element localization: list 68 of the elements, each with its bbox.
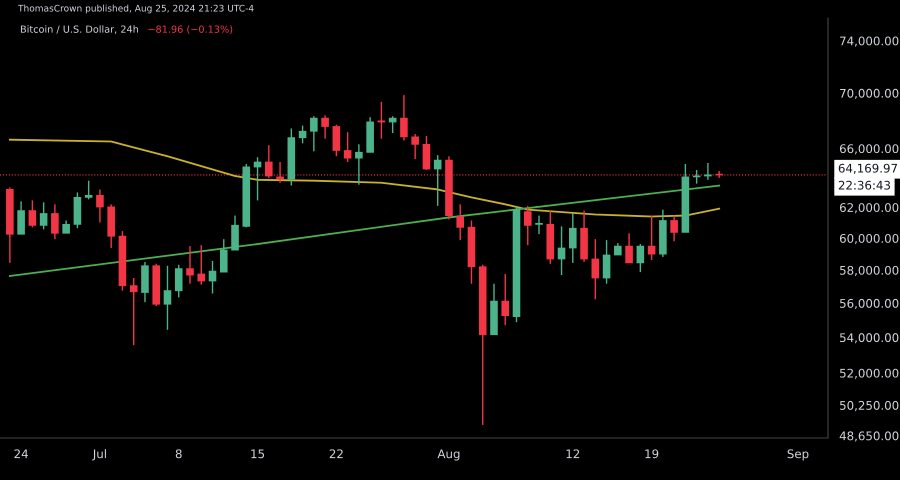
candlestick [456, 204, 464, 241]
candlestick [592, 238, 600, 300]
y-tick-label: 56,000.00 [840, 298, 898, 310]
x-tick-label: Aug [438, 449, 460, 461]
candlestick [524, 205, 532, 246]
y-tick-label: 58,000.00 [840, 266, 898, 276]
x-tick-label: 22 [330, 449, 343, 458]
text: ThomasCrown published, Aug 25, 2024 21:23 UTC-4 [18, 4, 254, 14]
candlestick [602, 239, 610, 284]
candlestick [434, 154, 442, 207]
candlestick [208, 260, 216, 294]
candlestick [692, 169, 700, 184]
candlestick [174, 264, 183, 298]
y-tick-label: 48,650.00 [840, 431, 898, 442]
candlestick [411, 133, 419, 160]
text: Bitcoin / U.S. Dollar, 24h [20, 25, 138, 34]
x-tick-label: Sep [788, 449, 808, 461]
candlestick [197, 244, 206, 286]
ref-line-label: 64,169.97 [838, 164, 898, 174]
candlestick [84, 180, 92, 200]
y-tick-label: 62,000.00 [840, 203, 898, 214]
y-tick-label: 52,000.00 [840, 368, 898, 379]
candlestick [558, 226, 566, 276]
y-tick-label: 66,000.00 [840, 144, 898, 154]
line-series [8, 138, 720, 218]
candlestick [310, 116, 318, 152]
candlestick [332, 124, 340, 157]
candlestick [40, 202, 48, 230]
x-tick-label: 24 [14, 449, 28, 458]
candlestick [625, 232, 633, 264]
candlestick [704, 162, 712, 181]
x-tick-label: Jul [92, 449, 106, 460]
candlestick [220, 238, 228, 273]
candlestick [62, 220, 70, 234]
text: −81.96 (−0.13%) [148, 25, 232, 34]
y-tick-label: 70,000.00 [840, 88, 898, 99]
candlestick [535, 214, 543, 235]
x-tick-label: 19 [645, 449, 658, 458]
candlestick [298, 124, 306, 144]
candlestick [569, 212, 577, 264]
candlestick [321, 114, 329, 140]
text: 22:36:43 [838, 180, 890, 190]
candlestick [400, 94, 408, 142]
candlestick [51, 204, 59, 240]
candlestick [501, 273, 510, 326]
candlestick [17, 200, 25, 235]
candlestick [164, 265, 172, 330]
line-series [8, 184, 720, 277]
x-tick-label: 12 [566, 449, 580, 458]
y-tick-label: 74,000.00 [840, 36, 898, 47]
candlestick [388, 116, 396, 134]
y-tick-label: 60,000.00 [840, 234, 898, 244]
candlestick [96, 188, 104, 224]
x-tick-label: 8 [176, 449, 182, 458]
candlestick [186, 245, 194, 284]
candlestick [355, 144, 363, 186]
candlestick [344, 132, 352, 163]
candlestick [130, 277, 138, 346]
candlestick [28, 200, 36, 228]
x-tick-label: 15 [251, 449, 264, 458]
y-tick-label: 54,000.00 [840, 333, 898, 344]
y-tick-label: 50,250.00 [840, 400, 898, 412]
candlestick [378, 101, 386, 140]
candlestick [648, 214, 656, 261]
candlestick [254, 156, 262, 202]
candlestick [614, 242, 622, 256]
candlestick [670, 214, 678, 242]
candlestick [636, 243, 644, 273]
